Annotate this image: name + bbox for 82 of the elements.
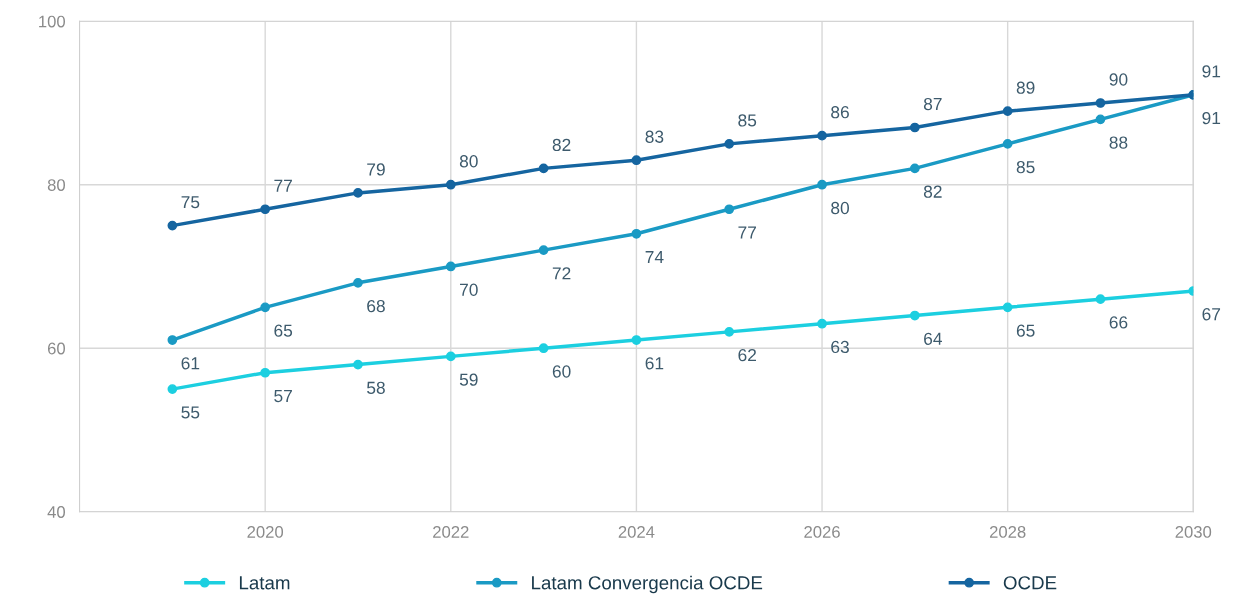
data-label: 85 [1016, 160, 1035, 174]
data-label: 90 [1109, 73, 1128, 86]
point [353, 188, 363, 198]
point [909, 122, 920, 133]
point [353, 359, 363, 370]
point [260, 302, 271, 313]
data-label: 67 [1202, 308, 1221, 321]
point [909, 163, 920, 174]
point [260, 204, 271, 215]
point [631, 228, 642, 239]
data-label: 77 [274, 179, 292, 192]
legend-label: Latam [239, 576, 290, 590]
x-tick-label: 2020 [247, 526, 284, 538]
point [1002, 106, 1013, 117]
data-label: 77 [738, 226, 756, 239]
x-tick-label: 2028 [989, 526, 1026, 538]
point [817, 130, 827, 141]
data-label: 82 [552, 138, 571, 152]
data-label: 57 [274, 390, 292, 403]
data-label: 61 [181, 357, 200, 370]
data-label: 72 [552, 267, 571, 280]
data-label: 75 [181, 196, 200, 209]
data-label: 60 [552, 365, 571, 378]
data-label: 55 [181, 406, 200, 419]
data-label: 88 [1109, 136, 1128, 149]
x-tick-label: 2030 [1175, 526, 1212, 538]
data-label: 59 [459, 373, 478, 386]
data-label: 74 [645, 251, 664, 264]
point [1002, 138, 1013, 149]
point [817, 179, 827, 190]
point [538, 343, 549, 354]
data-label: 91 [1202, 111, 1221, 125]
point [817, 318, 827, 329]
point [1002, 302, 1013, 313]
x-tick-label: 2026 [804, 526, 840, 538]
point [909, 310, 920, 321]
point [167, 384, 178, 394]
point [724, 327, 735, 337]
point [445, 261, 456, 272]
data-label: 68 [367, 299, 385, 313]
data-label: 66 [1109, 316, 1128, 329]
data-label: 80 [459, 155, 478, 168]
y-tick-label: 80 [47, 179, 66, 191]
point [353, 277, 363, 288]
point [631, 335, 642, 345]
data-label: 70 [460, 283, 478, 296]
data-label: 65 [1016, 324, 1035, 337]
point [538, 163, 549, 174]
data-label: 85 [738, 114, 757, 127]
legend-label: OCDE [1003, 576, 1057, 590]
y-tick-label: 100 [39, 15, 66, 28]
point [631, 155, 642, 166]
point [538, 245, 549, 255]
data-label: 80 [831, 201, 849, 215]
data-label: 64 [924, 332, 942, 345]
data-label: 63 [831, 340, 849, 354]
data-label: 62 [738, 348, 756, 362]
data-label: 91 [1202, 65, 1221, 78]
point [445, 351, 456, 362]
data-label: 89 [1016, 81, 1035, 94]
x-tick-label: 2024 [618, 526, 655, 538]
point [1095, 114, 1106, 125]
legend-label: Latam Convergencia OCDE [532, 575, 763, 594]
data-label: 65 [274, 324, 293, 337]
y-tick-label: 40 [47, 506, 66, 518]
point [724, 204, 735, 215]
point [167, 220, 178, 231]
point [724, 138, 735, 149]
data-label: 82 [923, 185, 942, 198]
y-tick-label: 60 [47, 342, 66, 355]
data-label: 61 [645, 357, 664, 370]
data-label: 83 [645, 130, 664, 143]
data-label: 87 [923, 97, 942, 111]
data-label: 58 [367, 381, 385, 394]
data-label: 86 [831, 106, 849, 119]
x-tick-label: 2022 [433, 526, 469, 538]
point [1095, 294, 1106, 305]
point [1095, 98, 1106, 108]
point [445, 179, 456, 190]
point [260, 367, 271, 378]
data-label: 79 [367, 163, 385, 176]
point [167, 335, 178, 345]
